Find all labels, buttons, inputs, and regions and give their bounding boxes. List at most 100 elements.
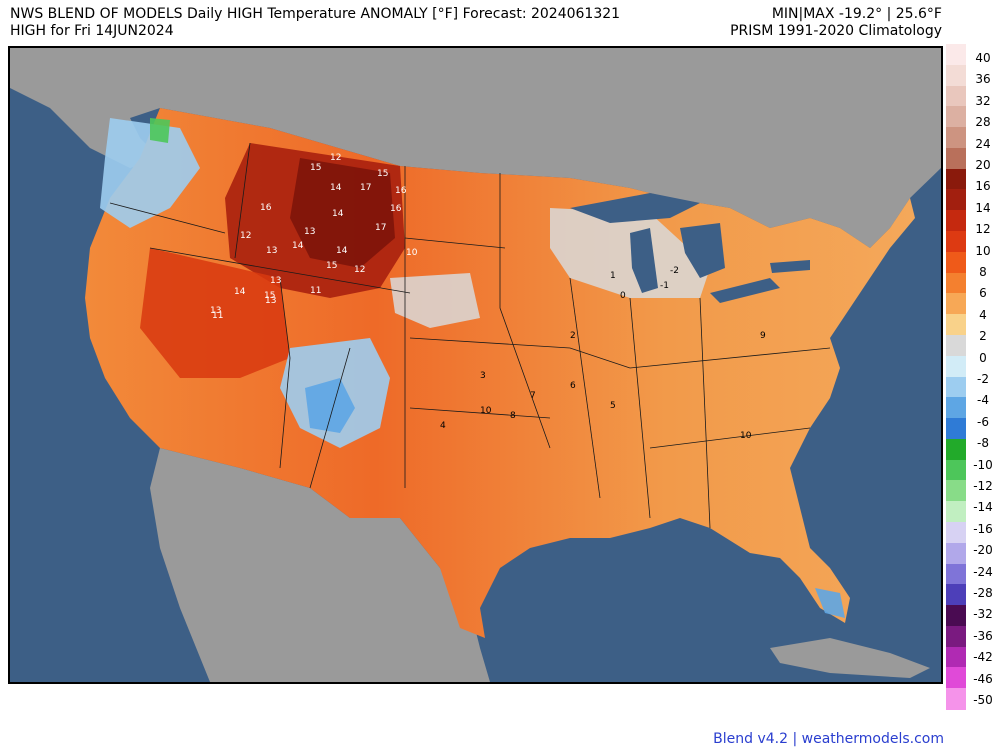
- color-swatch: [946, 521, 966, 544]
- anomaly-value-label: 13: [265, 296, 276, 306]
- anomaly-value-label: 15: [326, 261, 337, 271]
- anomaly-value-label: 16: [395, 186, 407, 196]
- anomaly-value-label: 15: [264, 291, 275, 301]
- anomaly-value-label: 14: [332, 209, 344, 219]
- neutral-great-lakes: [550, 208, 710, 298]
- min-max-readout: MIN|MAX -19.2° | 25.6°F: [771, 6, 942, 22]
- legend-tick-label: 20: [975, 158, 991, 172]
- legend-tick-label: 12: [975, 222, 991, 237]
- anomaly-value-label: 12: [354, 265, 365, 275]
- legend-tick-label: -16: [973, 521, 993, 536]
- legend-tick-label: 2: [979, 329, 987, 344]
- color-swatch: [946, 438, 966, 461]
- mexico-land: [150, 448, 490, 682]
- color-swatch: [946, 210, 966, 232]
- legend-tick-label: 4: [979, 307, 987, 322]
- color-swatch: [946, 168, 966, 190]
- anomaly-value-label: 13: [270, 276, 281, 286]
- legend-tick-label: 6: [979, 286, 987, 301]
- anomaly-value-label: 9: [760, 331, 766, 341]
- color-swatch: [946, 64, 966, 87]
- color-swatch: [946, 688, 966, 710]
- color-swatch: [946, 106, 966, 128]
- lake-huron: [680, 223, 725, 278]
- anomaly-value-label: 7: [530, 391, 536, 401]
- color-swatch: [946, 251, 966, 274]
- legend-tick-label: 10: [975, 243, 991, 258]
- legend-tick-label: 0: [979, 350, 987, 365]
- color-swatch: [946, 147, 966, 170]
- color-swatch: [946, 563, 966, 585]
- anomaly-value-label: 12: [330, 153, 341, 163]
- legend-tick-label: -28: [973, 586, 993, 600]
- anomaly-value-label: 12: [240, 231, 251, 241]
- legend-tick-label: 36: [975, 72, 991, 87]
- anomaly-value-label: 2: [570, 331, 576, 341]
- anomaly-value-label: 1: [610, 271, 616, 281]
- legend-tick-label: 14: [975, 200, 991, 215]
- color-swatch: [946, 480, 966, 502]
- anomaly-map: 15 14 17 15 16 14 12 16 13 16 17 14 15 12 10 12 14 13 11 13…: [8, 46, 943, 684]
- lake-michigan: [630, 228, 658, 293]
- state-borders: [109, 142, 831, 529]
- legend-tick-label: 24: [975, 136, 991, 151]
- anomaly-value-label: 11: [212, 311, 223, 321]
- anomaly-value-label: 13: [304, 227, 315, 237]
- color-swatch: [946, 44, 966, 66]
- color-swatch: [946, 85, 966, 107]
- anomaly-value-label: 10: [480, 406, 492, 416]
- anomaly-value-label: -2: [670, 266, 679, 276]
- anomaly-value-label: 13: [210, 306, 221, 316]
- anomaly-value-label: 16: [390, 204, 402, 214]
- neutral-plains: [390, 273, 480, 328]
- color-swatch: [946, 542, 966, 565]
- warm-basin: [140, 248, 290, 378]
- color-swatch: [946, 293, 966, 315]
- anomaly-value-label: 14: [336, 246, 348, 256]
- anomaly-value-label: 5: [610, 401, 616, 411]
- legend-tick-label: 16: [975, 179, 991, 194]
- anomaly-value-label: 3: [480, 371, 486, 381]
- legend-tick-label: -2: [977, 372, 989, 386]
- legend-tick-label: -4: [977, 393, 989, 408]
- color-legend: 40 36 32 28 24 20 16 14 12 10 8 6 4 2 0 -2 -4 -6 -8 -10 -12-…: [946, 44, 1000, 710]
- legend-tick-label: 40: [975, 51, 991, 65]
- lake-erie: [710, 278, 780, 303]
- anomaly-value-label: 10: [406, 248, 418, 258]
- anomaly-value-label: 10: [740, 431, 752, 441]
- anomaly-value-label: 4: [440, 421, 446, 431]
- legend-tick-label: -10: [973, 457, 993, 472]
- map-title: NWS BLEND OF MODELS Daily HIGH Temperatu…: [10, 6, 621, 22]
- cuba-land: [770, 638, 930, 678]
- credit-line[interactable]: Blend v4.2 | weathermodels.com: [713, 731, 944, 747]
- legend-tick-label: -50: [973, 693, 993, 707]
- anomaly-value-label: 11: [310, 286, 321, 296]
- anomaly-value-label: 0: [620, 291, 626, 301]
- legend-tick-label: 8: [979, 265, 987, 279]
- legend-tick-label: -20: [973, 543, 993, 558]
- legend-tick-label: 32: [975, 93, 991, 108]
- color-swatch: [946, 334, 966, 357]
- legend-tick-label: -8: [977, 436, 989, 451]
- anomaly-value-label: 14: [234, 287, 246, 297]
- color-swatch: [946, 418, 966, 440]
- color-swatch: [946, 501, 966, 523]
- legend-tick-label: -6: [977, 414, 989, 429]
- color-swatch: [946, 584, 966, 606]
- legend-tick-label: -36: [973, 628, 993, 643]
- color-swatch: [946, 646, 966, 668]
- green-coast-nw: [150, 118, 170, 143]
- color-swatch: [946, 231, 966, 253]
- canada-land: [10, 48, 941, 248]
- color-swatch: [946, 459, 966, 481]
- anomaly-value-label: 15: [310, 163, 321, 173]
- color-swatch: [946, 314, 966, 336]
- lake-ontario: [770, 260, 810, 273]
- anomaly-value-label: 14: [292, 241, 304, 251]
- color-swatch: [946, 355, 966, 377]
- color-swatch: [946, 397, 966, 419]
- anomaly-value-label: 15: [377, 169, 388, 179]
- legend-tick-label: -24: [973, 564, 993, 579]
